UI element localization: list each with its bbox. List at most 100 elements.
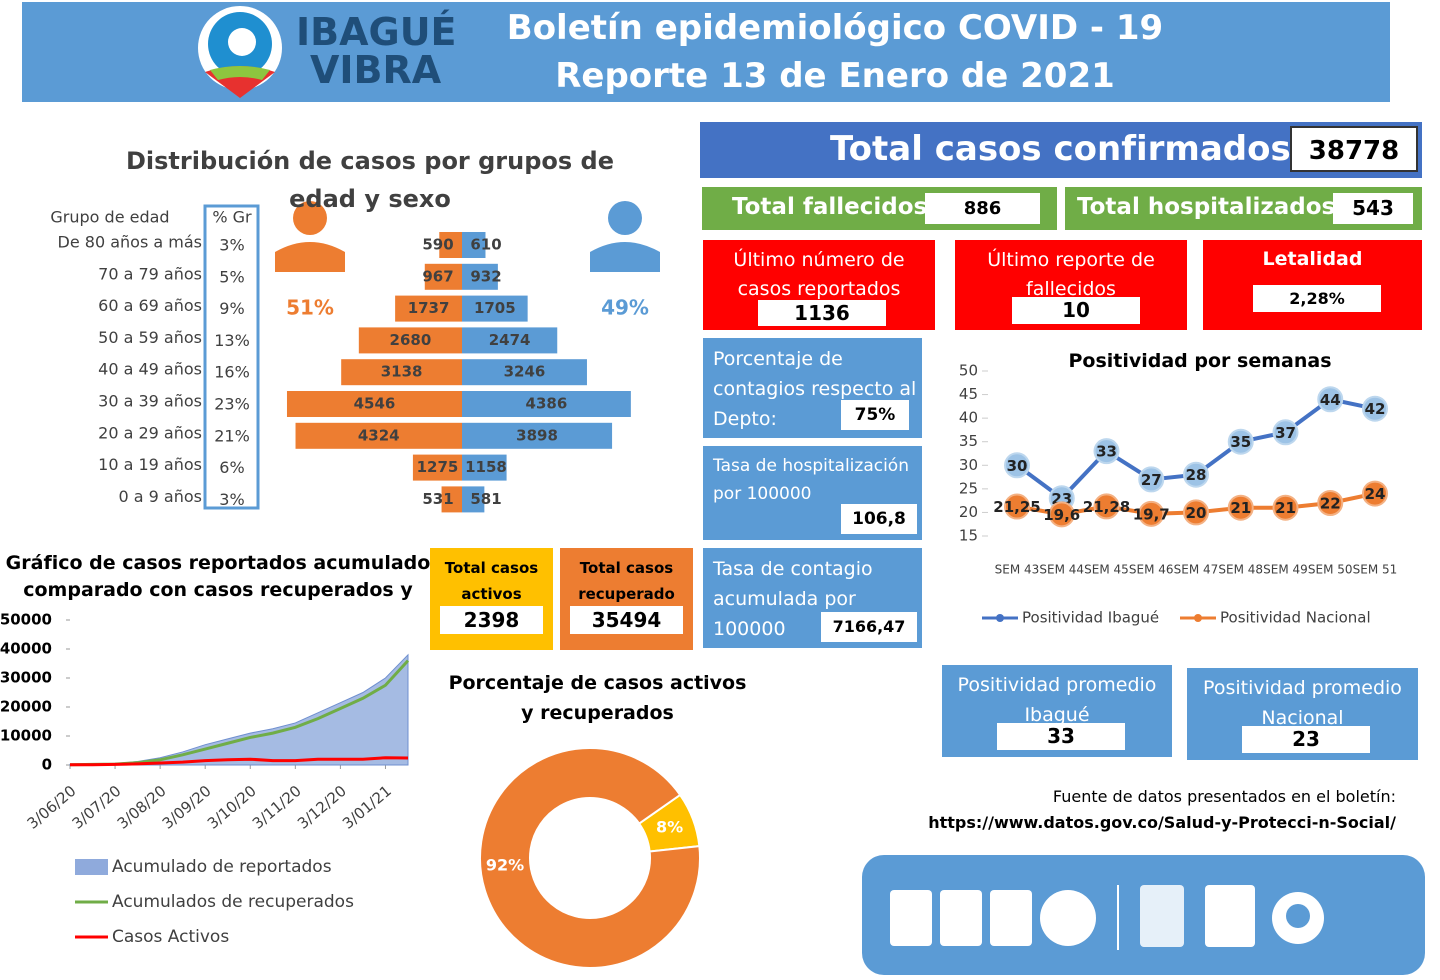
point-label: 44	[1320, 391, 1341, 409]
point	[1004, 452, 1030, 479]
source-url[interactable]: https://www.datos.gov.co/Salud-y-Protecc…	[928, 813, 1396, 832]
bar-label: 3246	[504, 363, 546, 381]
kpi-recuperados: Total casos recuperado 35494	[560, 548, 693, 650]
y-tick-label: 30	[959, 456, 978, 474]
x-tick-label: SEM 47	[1174, 563, 1219, 577]
kpi-value: 543	[1333, 193, 1413, 224]
kpi-letalidad: Letalidad 2,28%	[1203, 240, 1422, 330]
x-tick-label: 3/07/20	[69, 782, 125, 833]
y-tick-label: 35	[959, 432, 978, 450]
kpi-value: 1136	[758, 300, 886, 326]
kpi-ultimo-fallecidos: Último reporte de fallecidos 10	[955, 240, 1187, 330]
x-tick-label: SEM 46	[1129, 563, 1174, 577]
x-tick-label: SEM 49	[1263, 563, 1308, 577]
category-label: 40 a 49 años	[98, 360, 202, 379]
bar	[462, 263, 498, 290]
bar-label: 610	[470, 236, 501, 254]
kpi-label: Total fallecidos:	[732, 194, 937, 220]
kpi-value: 106,8	[841, 504, 917, 534]
bar-label: 4324	[358, 426, 400, 444]
person-icon-body	[590, 242, 660, 272]
bar	[358, 327, 462, 354]
chart-title: Positividad por semanas	[1068, 350, 1332, 372]
kpi-hosp-tasa: Tasa de hospitalización por 100000 106,8	[703, 446, 922, 540]
point-label: 27	[1141, 471, 1162, 489]
point	[1272, 494, 1299, 521]
x-tick-label: 3/06/20	[24, 782, 80, 833]
legend-label: Positividad Nacional	[1220, 609, 1371, 627]
series-share: 49%	[601, 296, 649, 320]
bar	[395, 295, 462, 322]
bar	[462, 232, 486, 258]
kpi-label: Tasa de hospitalización por 100000	[713, 456, 909, 504]
kpi-pos-nacional: Positividad promedio Nacional 23	[1187, 668, 1418, 760]
kpi-ultimo-casos: Último número de casos reportados 1136	[703, 240, 935, 330]
kpi-label: Positividad promedio Nacional	[1203, 677, 1402, 729]
kpi-value: 10	[1012, 297, 1140, 324]
legend-marker	[1194, 614, 1202, 622]
bar-label: 3138	[381, 363, 423, 381]
x-tick-label: 3/08/20	[114, 782, 170, 833]
x-tick-label: 3/09/20	[159, 782, 215, 833]
point	[1362, 480, 1388, 507]
kpi-value: 2,28%	[1253, 285, 1381, 312]
point	[1093, 438, 1120, 465]
legend-marker	[996, 614, 1004, 622]
bar-label: 1705	[474, 299, 516, 317]
bar-label: 967	[422, 267, 453, 285]
kpi-label: Total hospitalizados:	[1077, 194, 1345, 220]
donut-label: 8%	[656, 818, 683, 837]
y-tick-label: 40	[959, 409, 978, 427]
kpi-pos-ibague: Positividad promedio Ibagué 33	[942, 665, 1172, 757]
footer-logo-inner	[1286, 904, 1310, 928]
legend-label: Acumulados de recuperados	[112, 892, 354, 912]
footer-logo	[1205, 885, 1255, 947]
y-tick-label: 20	[959, 503, 978, 521]
bar-label: 4546	[354, 395, 396, 413]
title: Boletín epidemiológico COVID - 19	[506, 8, 1164, 48]
kpi-value: 7166,47	[821, 612, 917, 642]
kpi-label: Total casos recuperado	[578, 559, 675, 603]
point	[1093, 493, 1120, 520]
footer-logo	[1140, 885, 1184, 947]
source-label: Fuente de datos presentados en el boletí…	[1052, 787, 1396, 806]
kpi-value: 35494	[570, 606, 683, 634]
bar	[424, 263, 462, 290]
legend-label: Acumulado de reportados	[112, 857, 332, 877]
bar	[341, 359, 462, 386]
point-label: 42	[1365, 400, 1386, 418]
bar	[412, 454, 462, 481]
bar	[286, 391, 462, 417]
category-label: 60 a 69 años	[98, 296, 202, 315]
kpi-value: 38778	[1290, 126, 1418, 172]
x-tick-label: 3/01/21	[339, 782, 395, 833]
point	[1227, 428, 1254, 455]
category-header: Grupo de edad	[50, 208, 169, 227]
donut-slice	[479, 747, 701, 969]
kpi-contagio-tasa: Tasa de contagio acumulada por 100000 71…	[703, 548, 922, 648]
category-label: 0 a 9 años	[119, 487, 203, 506]
bar	[441, 486, 462, 513]
point-label: 22	[1320, 495, 1341, 513]
area	[69, 653, 409, 766]
bar-label: 1737	[408, 299, 450, 317]
kpi-fallecidos: Total fallecidos: 886	[702, 187, 1057, 230]
footer-logo	[990, 890, 1032, 946]
bar-label: 3898	[516, 426, 558, 444]
pct-label: 5%	[219, 267, 244, 286]
kpi-label: Total casos confirmados:	[830, 129, 1305, 169]
logo-swirl-inner	[228, 28, 256, 56]
bar	[295, 422, 462, 449]
chart-title: Distribución de casos por grupos de edad…	[126, 147, 614, 213]
point	[1183, 461, 1209, 488]
chart-title: Gráfico de casos reportados acumulado co…	[5, 552, 431, 601]
y-tick-label: 0	[42, 756, 52, 774]
footer-logo	[940, 890, 982, 946]
point	[1048, 501, 1075, 528]
bar	[462, 295, 528, 322]
bar-label: 1275	[417, 458, 459, 476]
category-label: 50 a 59 años	[98, 328, 202, 347]
subtitle: Reporte 13 de Enero de 2021	[555, 56, 1115, 96]
category-label: 30 a 39 años	[98, 392, 202, 411]
x-tick-label: SEM 45	[1084, 563, 1129, 577]
